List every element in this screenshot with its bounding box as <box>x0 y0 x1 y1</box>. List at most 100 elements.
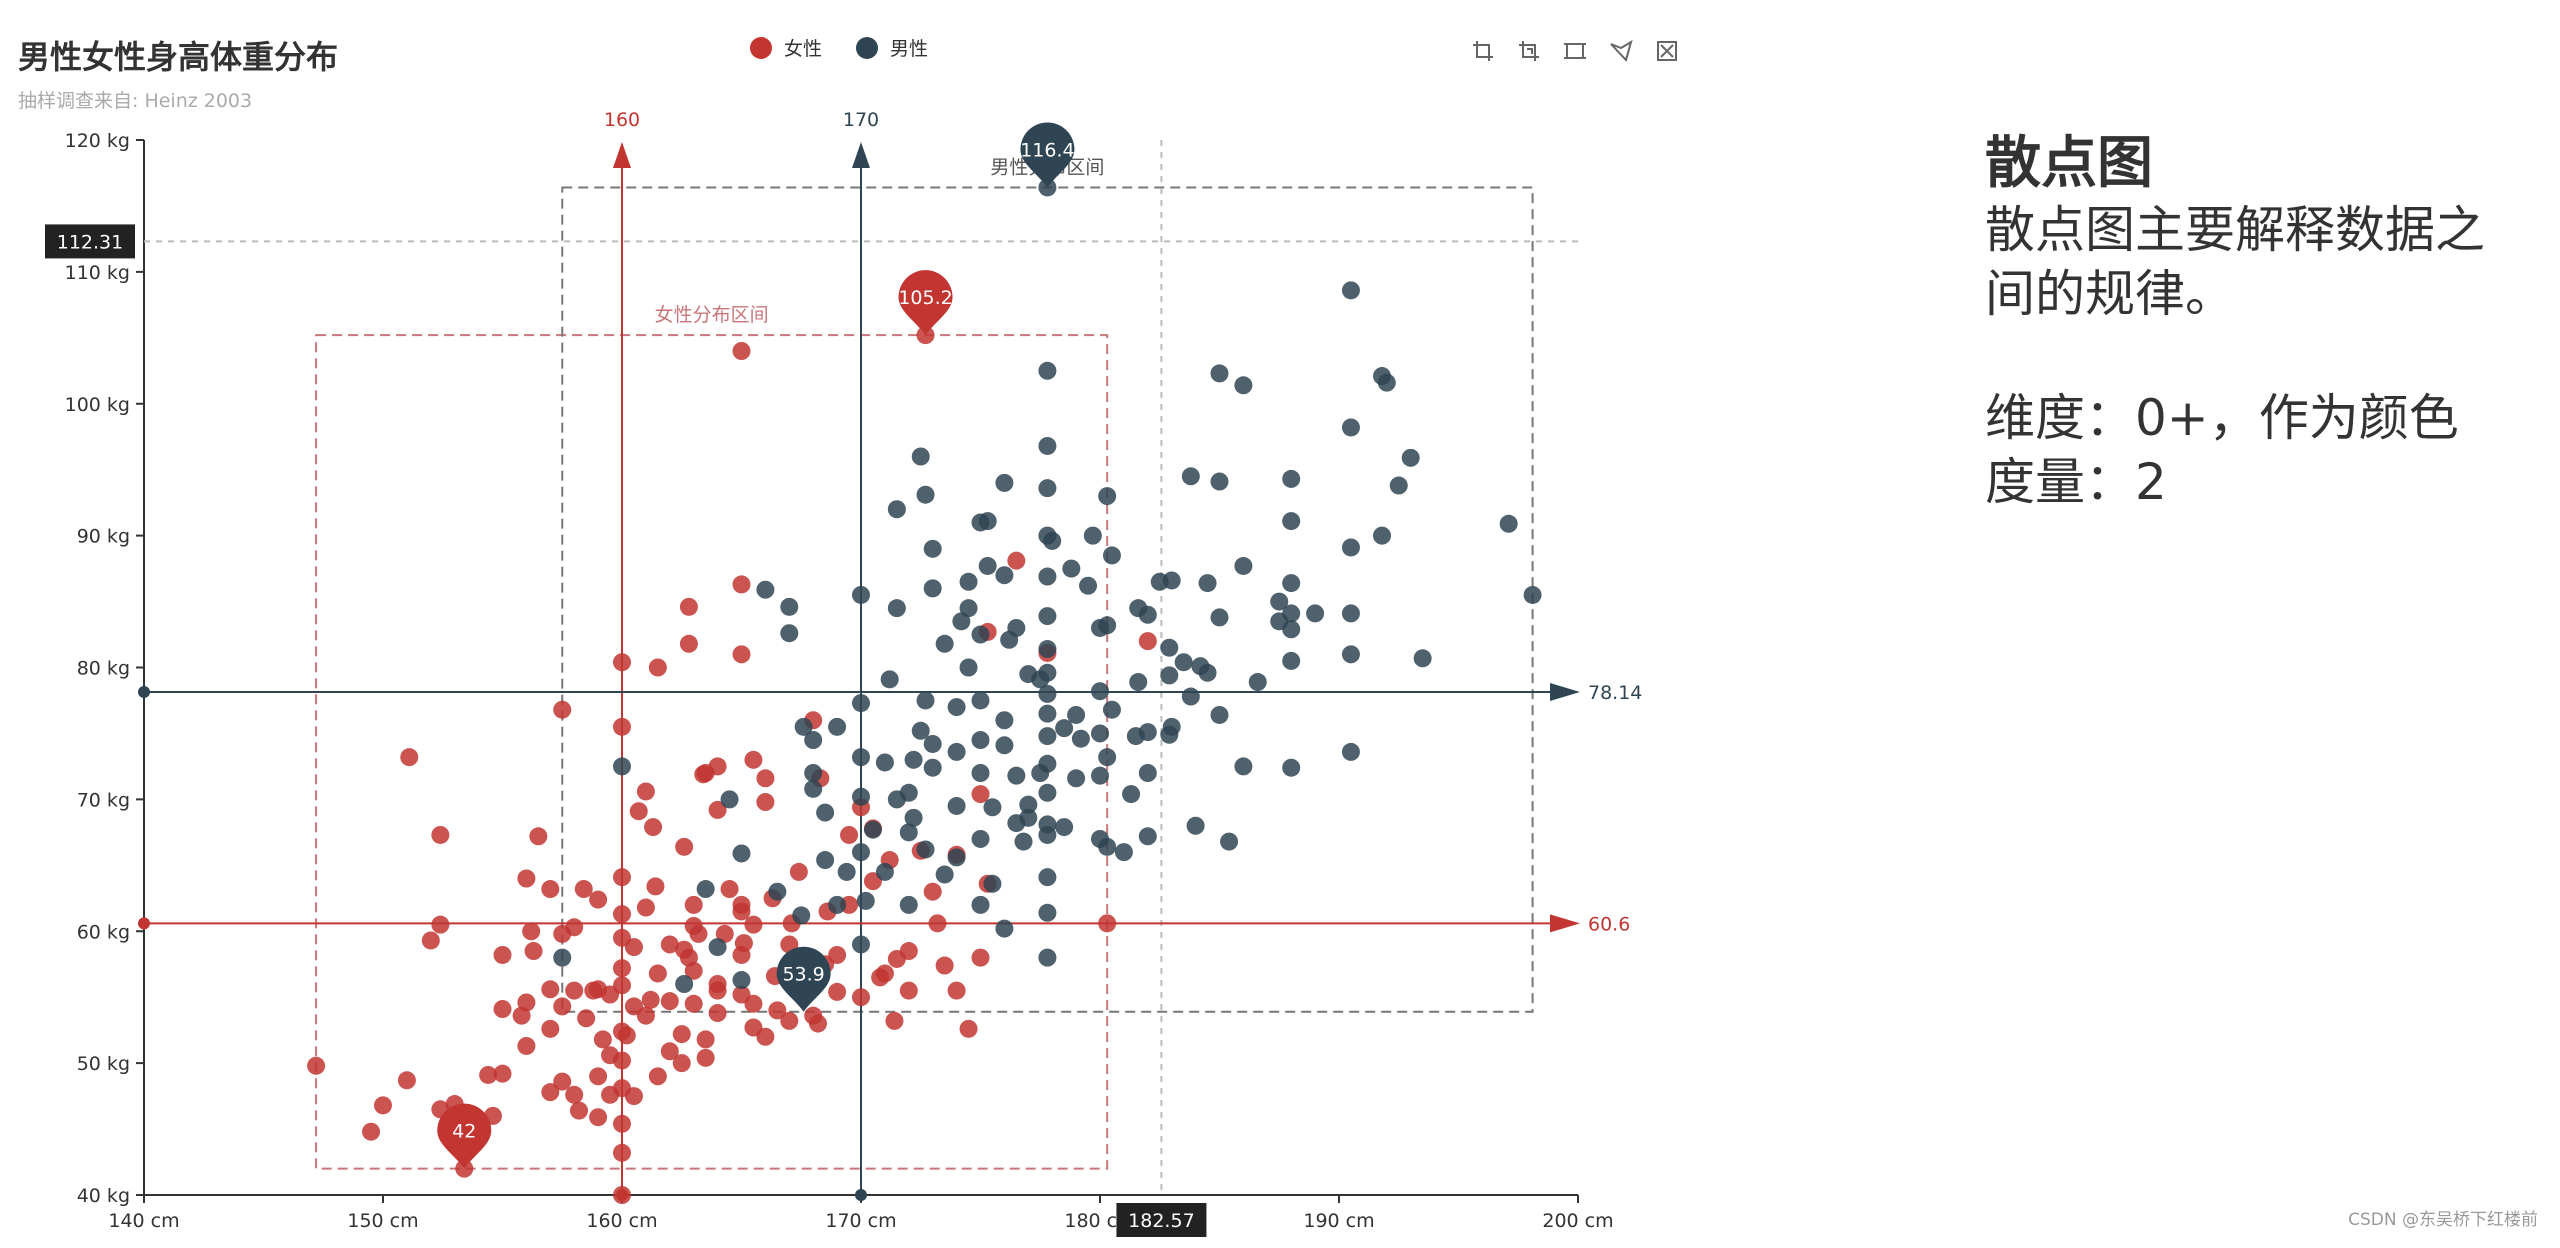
female-point <box>744 750 763 769</box>
female-point <box>613 1186 631 1204</box>
male-point <box>1038 754 1057 773</box>
male-point <box>1341 538 1360 557</box>
male-point <box>880 670 899 689</box>
male-point <box>1019 808 1038 827</box>
female-point <box>720 880 739 899</box>
female-point <box>744 915 763 934</box>
male-point <box>995 919 1014 938</box>
female-point <box>947 981 966 1000</box>
female-point <box>636 898 655 917</box>
avg-male-x-arrow <box>852 142 870 168</box>
female-point <box>565 918 584 937</box>
zoom-reset-icon[interactable] <box>1516 38 1542 64</box>
male-point <box>1413 649 1432 668</box>
male-point <box>768 882 787 901</box>
male-point <box>947 796 966 815</box>
male-point <box>971 625 990 644</box>
female-point <box>613 868 631 887</box>
male-point <box>1234 376 1253 395</box>
female-point <box>672 1054 691 1073</box>
avg-female-y-arrow <box>1550 914 1580 933</box>
male-point <box>1098 748 1117 767</box>
female-point <box>624 1087 643 1106</box>
side-heading: 散点图 <box>1985 131 2153 196</box>
female-point <box>541 980 560 999</box>
legend-swatch-male <box>856 36 879 59</box>
axis-pointer-x-label-box <box>1116 1203 1207 1237</box>
female-point <box>684 916 703 935</box>
female-point <box>565 981 584 1000</box>
side-description-line-1: 散点图主要解释数据之 <box>1985 201 2485 259</box>
female-point <box>493 1064 512 1083</box>
male-point <box>1181 687 1200 706</box>
male-point <box>1098 616 1117 635</box>
male-point <box>971 764 990 782</box>
female-point <box>679 597 698 616</box>
female-point <box>613 1114 631 1133</box>
female-point <box>613 1051 631 1070</box>
male-point <box>971 513 990 532</box>
male-point <box>1038 783 1057 802</box>
x-tick-label: 140 cm <box>108 1210 179 1232</box>
male-max-marker-pin <box>1020 122 1075 188</box>
avg-female-y-label: 60.6 <box>1588 913 1630 935</box>
female-point <box>694 765 713 784</box>
male-point <box>732 971 751 990</box>
female-point <box>1138 632 1157 651</box>
female-point <box>574 880 593 899</box>
male-point <box>1220 832 1239 851</box>
male-point <box>852 585 870 604</box>
lasso-select-icon[interactable] <box>1608 38 1634 64</box>
female-point <box>624 938 643 957</box>
female-point <box>517 993 536 1012</box>
male-point <box>1038 361 1057 380</box>
female-max-marker-pin <box>898 270 953 336</box>
y-tick-label: 80 kg <box>77 658 130 680</box>
rect-select-icon[interactable] <box>1562 38 1588 64</box>
male-point <box>1038 868 1057 887</box>
male-point <box>916 485 935 504</box>
male-point <box>816 851 835 870</box>
male-point <box>828 717 847 736</box>
male-point <box>1138 764 1157 782</box>
legend-label-female: 女性 <box>784 38 823 60</box>
legend-item-male[interactable]: 男性 <box>856 34 928 61</box>
male-point <box>613 757 631 776</box>
female-point <box>613 976 631 995</box>
legend-item-female[interactable]: 女性 <box>750 34 822 61</box>
male-point <box>1038 684 1057 703</box>
clear-select-icon[interactable] <box>1654 38 1680 64</box>
male-point <box>911 447 930 466</box>
male-min-marker-label: 53.9 <box>782 964 824 986</box>
male-point <box>1341 604 1360 623</box>
female-point <box>565 1085 584 1104</box>
male-point <box>708 938 727 957</box>
female-point <box>887 949 906 968</box>
male-point <box>553 948 572 967</box>
zoom-in-icon[interactable] <box>1470 38 1496 64</box>
male-point <box>1043 531 1062 550</box>
x-tick-label: 150 cm <box>347 1210 418 1232</box>
avg-male-y-label: 78.14 <box>1588 682 1642 704</box>
female-point <box>493 1000 512 1019</box>
female-point <box>589 890 608 909</box>
male-point <box>804 764 823 782</box>
male-point <box>899 783 918 802</box>
y-tick-label: 40 kg <box>77 1185 130 1207</box>
male-point <box>1210 472 1229 491</box>
female-point <box>524 942 543 961</box>
male-point <box>1098 837 1117 856</box>
female-point <box>648 1067 667 1086</box>
male-point <box>1389 476 1408 495</box>
female-point <box>708 757 727 776</box>
male-point <box>1341 281 1360 300</box>
female-point <box>431 825 450 844</box>
male-point <box>1138 723 1157 742</box>
female-point <box>715 924 734 943</box>
male-point <box>852 748 870 767</box>
female-point <box>899 981 918 1000</box>
male-point <box>911 721 930 740</box>
male-point <box>1038 436 1057 455</box>
male-point <box>916 840 935 859</box>
male-point <box>852 694 870 713</box>
